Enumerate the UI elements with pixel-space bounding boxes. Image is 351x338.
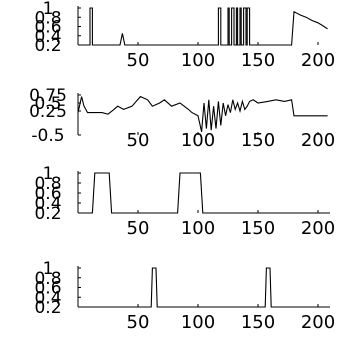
series-line: [78, 267, 330, 308]
chart-panel-2: 50 100 150 200 -0.5 0.250.50.75: [29, 86, 335, 151]
y-tick-label: 0.8: [34, 269, 61, 289]
series-line: [78, 172, 330, 214]
y-tick-label: 0.5: [34, 94, 61, 114]
chart-panel-1: 50 100 150 200 0.20.40.60.81: [34, 0, 335, 71]
y-tick-label: 0.4: [34, 194, 61, 214]
y-tick-label: 0.4: [34, 27, 61, 47]
x-tick-label: 200: [301, 312, 335, 333]
chart-panel-4: 50 100 150 200 0.20.40.60.81: [34, 259, 335, 333]
x-tick-label: 150: [241, 50, 275, 71]
y-tick-label: 0.4: [34, 288, 61, 308]
y-tick-label: 0.2: [34, 36, 61, 56]
x-tick-label: 150: [241, 312, 275, 333]
y-tick-label: 0.6: [34, 279, 61, 299]
x-tick-label: 200: [301, 218, 335, 239]
chart-panel-3: 50 100 150 200 0.20.40.60.81: [34, 164, 335, 239]
y-tick-label: 0.6: [34, 18, 61, 38]
x-tick-label: 50: [127, 218, 150, 239]
y-tick-label: 0.8: [34, 8, 61, 28]
x-tick-label: 200: [301, 130, 335, 151]
x-tick-label: 50: [127, 50, 150, 71]
y-tick-label: 0.25: [29, 102, 67, 122]
x-tick-label: 50: [127, 130, 150, 151]
x-tick-label: 150: [241, 130, 275, 151]
y-tick-label: 1: [43, 164, 54, 184]
y-tick-label: 0.2: [34, 298, 61, 318]
y-tick-label: 0.75: [29, 86, 67, 106]
x-tick-label: 100: [181, 50, 215, 71]
y-tick-label: 0.8: [34, 174, 61, 194]
y-tick-label: -0.5: [31, 126, 64, 146]
x-tick-label: 100: [181, 130, 215, 151]
x-tick-label: 150: [241, 218, 275, 239]
x-tick-label: 50: [127, 312, 150, 333]
series-line: [78, 7, 328, 46]
y-tick-label: 0.2: [34, 204, 61, 224]
y-tick-label: 1: [43, 259, 54, 279]
series-line: [77, 95, 328, 132]
x-tick-label: 100: [181, 312, 215, 333]
y-tick-label: 0.6: [34, 184, 61, 204]
x-tick-label: 100: [181, 218, 215, 239]
y-tick-label: 1: [43, 0, 54, 19]
x-tick-label: 200: [301, 50, 335, 71]
